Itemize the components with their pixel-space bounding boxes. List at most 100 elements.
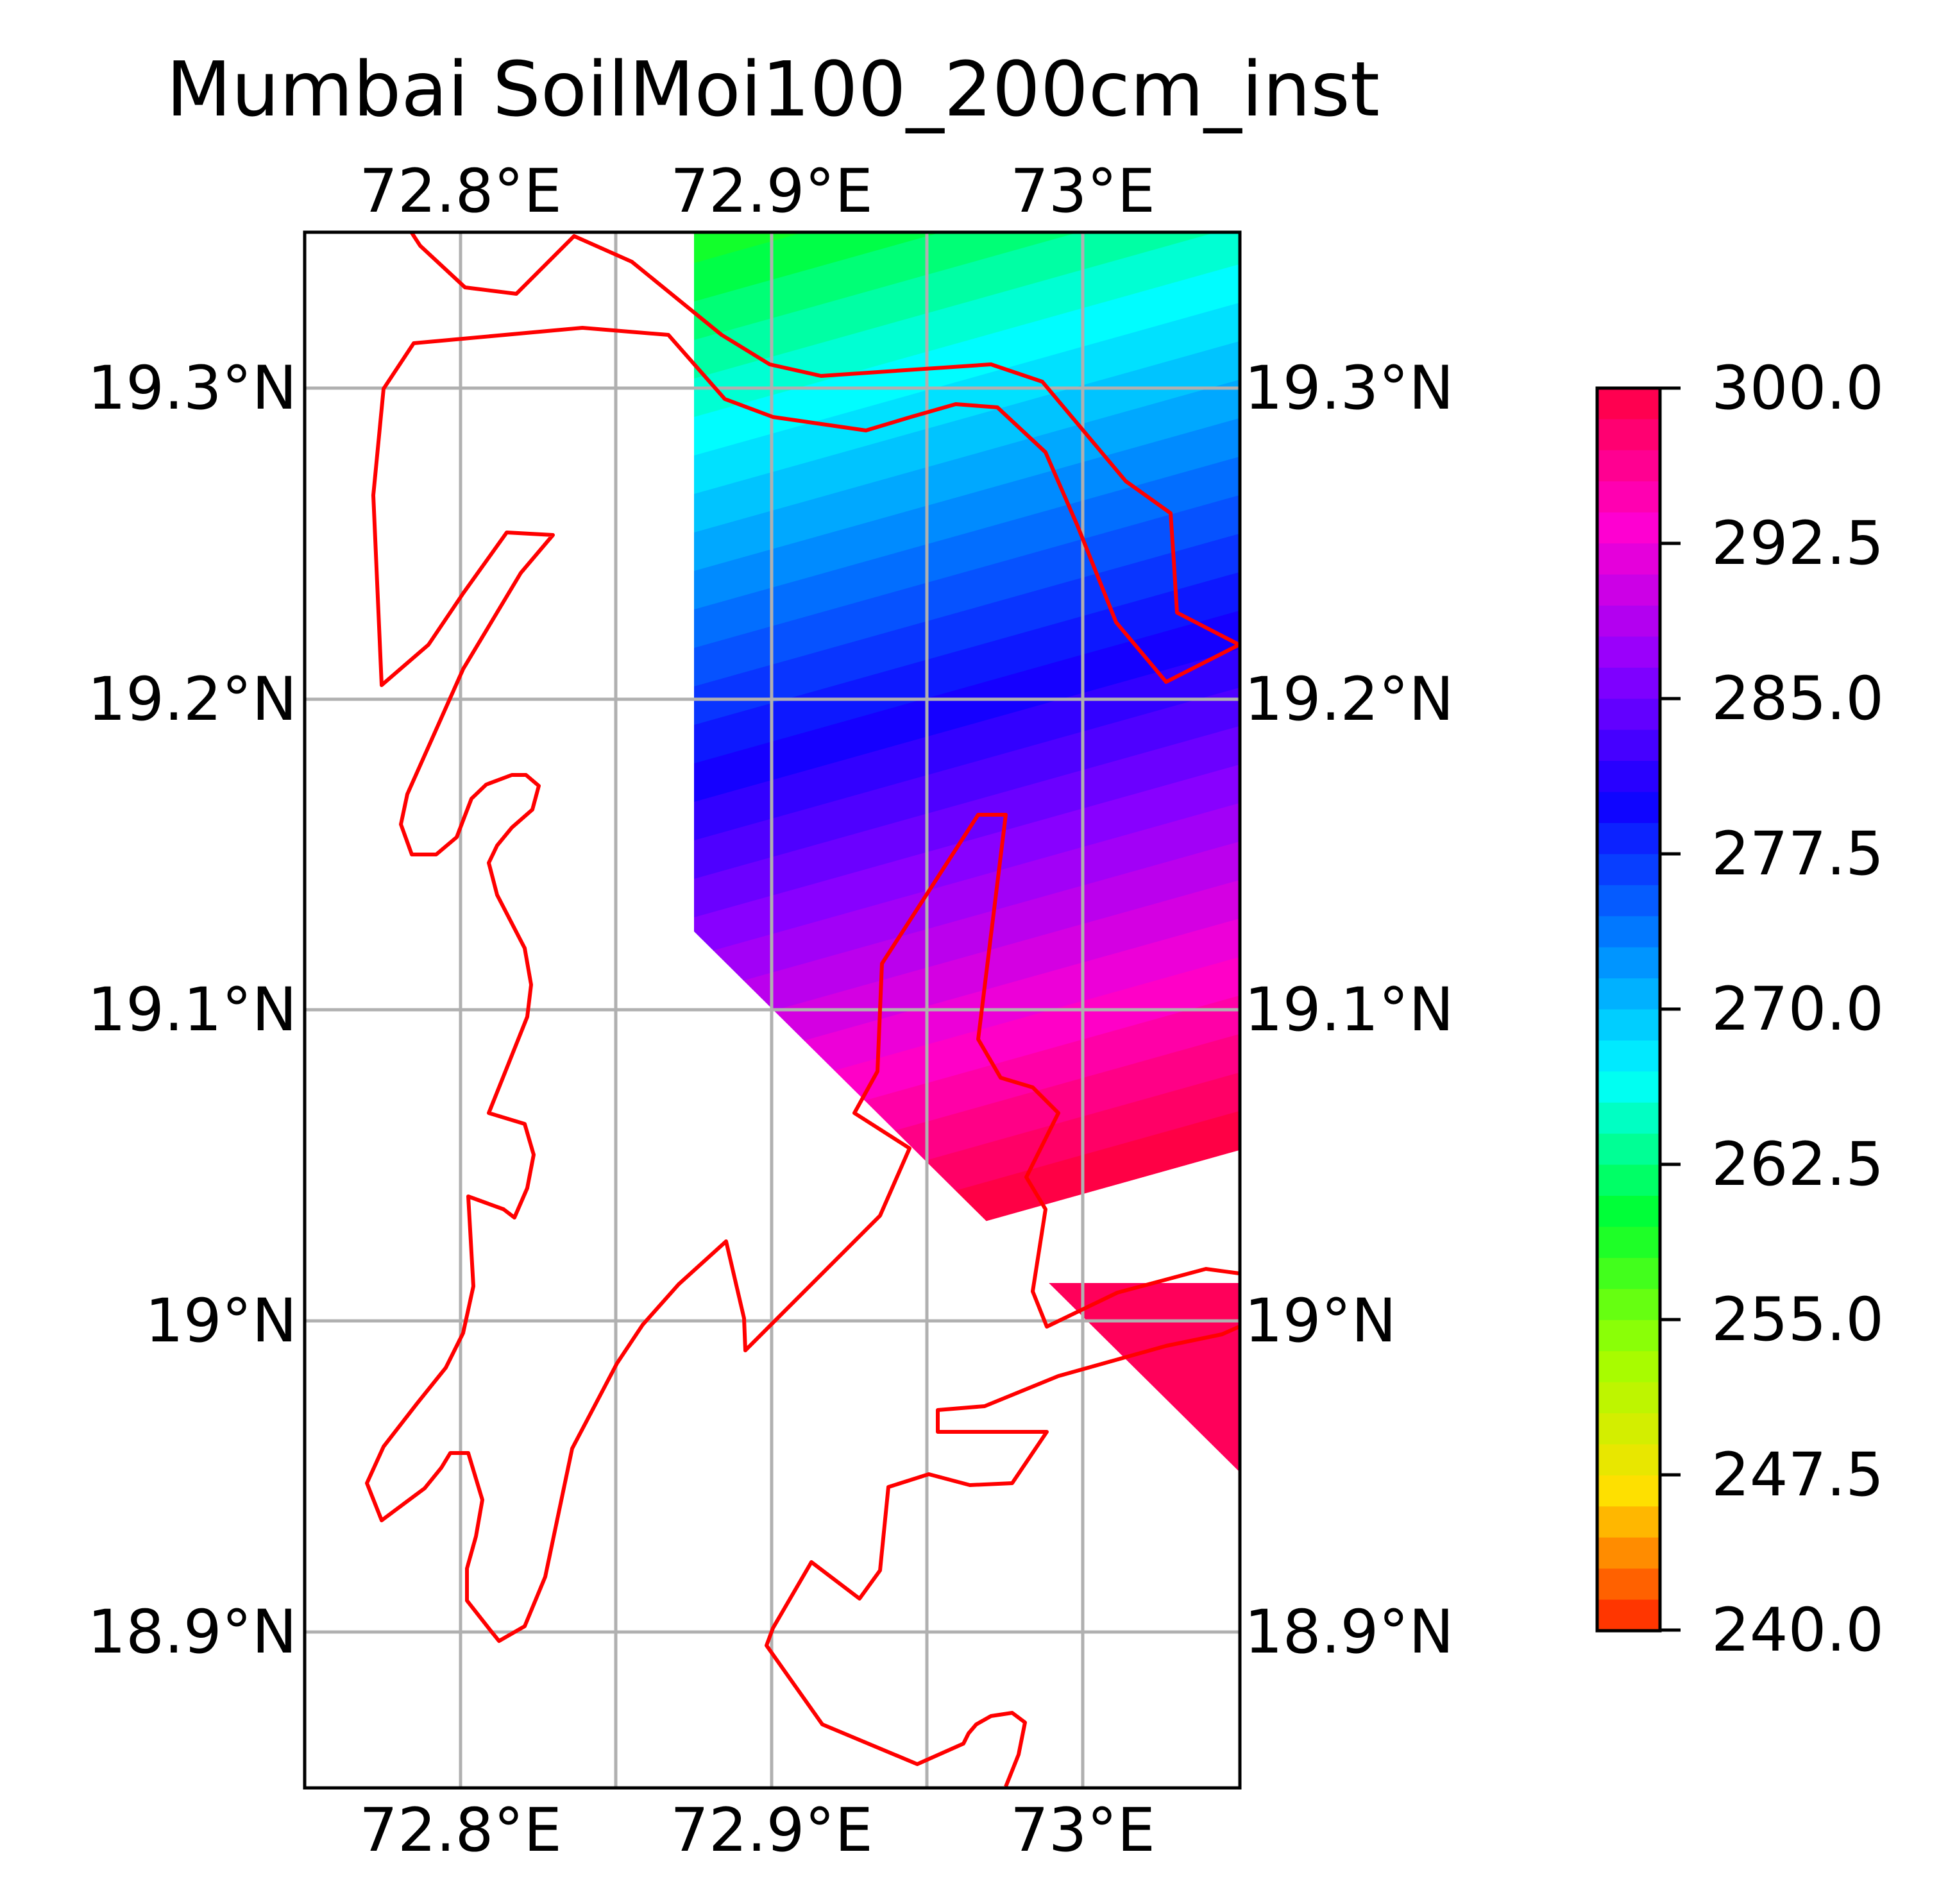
lat-tick-left: 19°N <box>145 1286 297 1356</box>
lat-tick-left: 19.1°N <box>87 975 297 1045</box>
lat-tick-right: 18.9°N <box>1244 1597 1454 1667</box>
colorbar-tick-label: 300.0 <box>1711 353 1884 423</box>
colorbar-band <box>1597 1475 1660 1508</box>
lat-tick-right: 19.3°N <box>1244 353 1454 423</box>
colorbar-band <box>1597 729 1660 761</box>
colorbar-band <box>1597 699 1660 731</box>
contour-band <box>694 0 1240 33</box>
colorbar-band <box>1597 636 1660 668</box>
lat-tick-right: 19°N <box>1244 1286 1396 1356</box>
map-title: Mumbai SoilMoi100_200cm_inst <box>166 45 1380 133</box>
colorbar-ticks <box>1660 386 1681 1632</box>
contour-band <box>694 649 1240 841</box>
colorbar-band <box>1597 1413 1660 1445</box>
colorbar-band <box>1597 388 1660 420</box>
colorbar-band <box>1597 822 1660 855</box>
contour-band <box>694 572 1240 764</box>
colorbar-band <box>1597 1599 1660 1631</box>
colorbar-band <box>1597 1196 1660 1228</box>
colorbar-gradient <box>1597 388 1660 1631</box>
lon-tick-top: 73°E <box>1010 157 1155 226</box>
colorbar-band <box>1597 854 1660 886</box>
colorbar-band <box>1597 978 1660 1010</box>
contour-band <box>694 726 1240 918</box>
colorbar-band <box>1597 1537 1660 1569</box>
colorbar-band <box>1597 792 1660 824</box>
colorbar-tick-label: 270.0 <box>1711 974 1884 1044</box>
lon-tick-bottom: 72.8°E <box>359 1796 562 1866</box>
contour-band <box>694 687 1240 880</box>
contour-band <box>694 232 1240 302</box>
coastline <box>365 232 1240 1788</box>
colorbar-band <box>1597 450 1660 482</box>
colorbar-band <box>1597 761 1660 793</box>
colorbar-band <box>1597 574 1660 606</box>
colorbar-band <box>1597 916 1660 948</box>
contour-band <box>694 803 1240 995</box>
colorbar-band <box>1597 1009 1660 1041</box>
contour-band <box>694 495 1240 687</box>
colorbar-band <box>1597 605 1660 638</box>
lon-tick-top: 72.9°E <box>670 157 873 226</box>
contour-band <box>694 232 1240 379</box>
lat-tick-right: 19.2°N <box>1244 665 1454 735</box>
contour-band <box>694 880 1240 1072</box>
colorbar-band <box>1597 1351 1660 1383</box>
lat-tick-left: 18.9°N <box>87 1597 297 1667</box>
contour-band <box>694 841 1240 1033</box>
colorbar-band <box>1597 1164 1660 1196</box>
colorbar-band <box>1597 1102 1660 1134</box>
contour-band <box>694 418 1240 610</box>
colorbar-band <box>1597 1227 1660 1259</box>
colorbar-tick-label: 262.5 <box>1711 1130 1884 1200</box>
lon-ticks-bottom: 72.8°E 72.9°E 73°E <box>359 1796 1155 1866</box>
contour-band <box>694 379 1240 572</box>
colorbar-band <box>1597 947 1660 979</box>
colorbar-tick-label: 292.5 <box>1711 509 1884 579</box>
map-frame <box>303 230 1242 1790</box>
contour-band <box>694 533 1240 726</box>
colorbar-band <box>1597 543 1660 575</box>
colorbar-tick-label: 285.0 <box>1711 664 1884 734</box>
lat-tick-right: 19.1°N <box>1244 975 1454 1045</box>
colorbar-band <box>1597 885 1660 917</box>
contour-band <box>694 302 1240 495</box>
coastline-south-shore <box>765 1325 1240 1788</box>
lat-tick-left: 19.3°N <box>87 353 297 423</box>
colorbar-band <box>1597 1134 1660 1166</box>
lon-tick-bottom: 72.9°E <box>670 1796 873 1866</box>
colorbar-tick-label: 277.5 <box>1711 819 1884 889</box>
contour-band <box>694 610 1240 803</box>
colorbar-band <box>1597 481 1660 513</box>
colorbar-band <box>1597 512 1660 544</box>
graticule-grid <box>305 232 1240 1788</box>
contour-band <box>694 264 1240 456</box>
colorbar-band <box>1597 1444 1660 1476</box>
lon-tick-top: 72.8°E <box>359 157 562 226</box>
lat-tick-left: 19.2°N <box>87 665 297 735</box>
colorbar-band <box>1597 1040 1660 1073</box>
colorbar: 300.0 292.5 285.0 277.5 270.0 262.5 255.… <box>1595 353 1884 1665</box>
colorbar-band <box>1597 1071 1660 1103</box>
colorbar-band <box>1597 1506 1660 1538</box>
contour-band <box>694 232 1240 418</box>
colorbar-band <box>1597 419 1660 451</box>
lon-tick-bottom: 73°E <box>1010 1796 1155 1866</box>
lon-ticks-top: 72.8°E 72.9°E 73°E <box>359 157 1155 226</box>
contour-band <box>694 232 1240 341</box>
soil-moisture-field <box>694 0 1240 1472</box>
colorbar-band <box>1597 1382 1660 1414</box>
colorbar-band <box>1597 1320 1660 1352</box>
coastline-north-shore <box>365 232 1240 1643</box>
colorbar-tick-label: 247.5 <box>1711 1440 1884 1510</box>
colorbar-band <box>1597 1289 1660 1321</box>
colorbar-band <box>1597 667 1660 700</box>
colorbar-band <box>1597 1257 1660 1290</box>
colorbar-tick-label: 255.0 <box>1711 1285 1884 1355</box>
colorbar-band <box>1597 1568 1660 1601</box>
lat-ticks-right: 19.3°N 19.2°N 19.1°N 19°N 18.9°N <box>1244 353 1454 1667</box>
lat-ticks-left: 19.3°N 19.2°N 19.1°N 19°N 18.9°N <box>87 353 297 1667</box>
contour-band <box>694 456 1240 649</box>
contour-band <box>694 918 1240 1110</box>
